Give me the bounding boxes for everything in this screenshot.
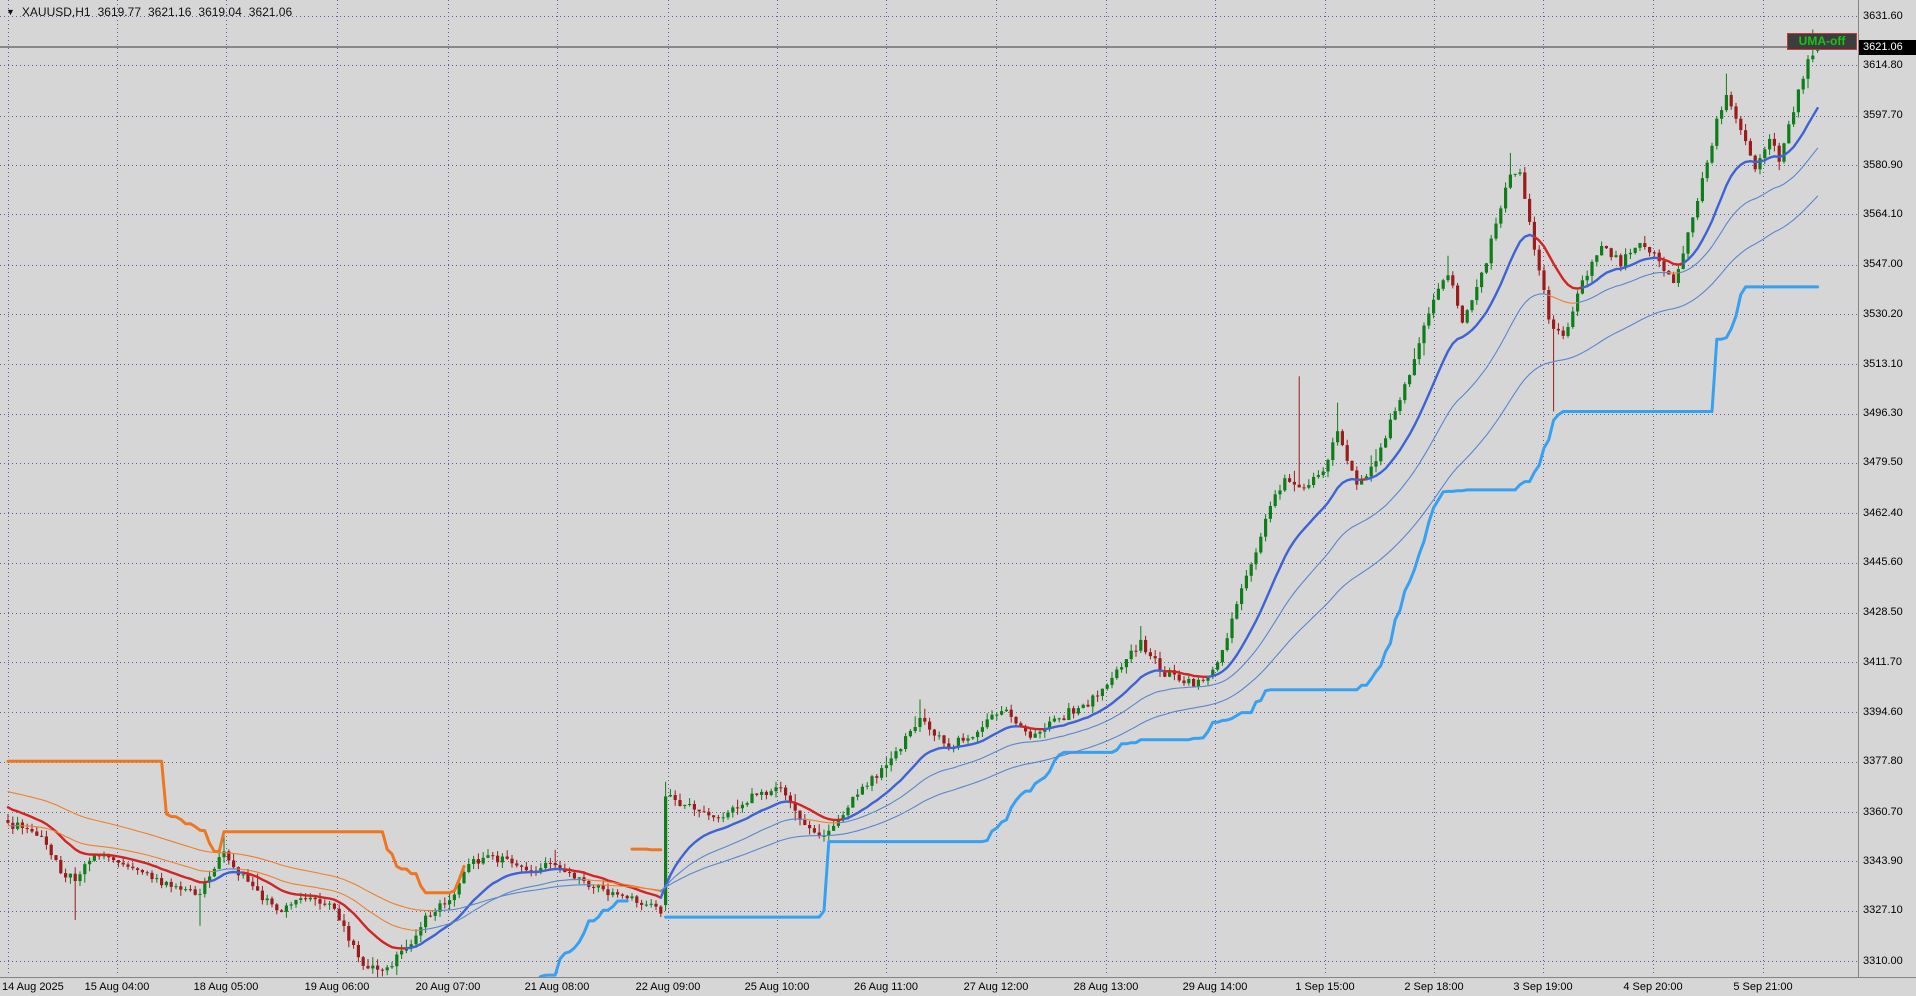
price-tick-label: 3597.70: [1863, 109, 1903, 122]
time-tick-label: 20 Aug 07:00: [415, 981, 481, 993]
price-tick-label: 3377.80: [1863, 755, 1903, 768]
time-tick-label: 1 Sep 15:00: [1295, 981, 1355, 993]
channel-band-layer: [6, 285, 1820, 977]
price-axis[interactable]: 3621.06 3631.60 3614.80 3597.70 3580.90 3564…: [1858, 0, 1916, 977]
symbol-label: XAUUSD,H1: [21, 5, 91, 19]
time-tick-label: 22 Aug 09:00: [635, 981, 701, 993]
time-tick-label: 3 Sep 19:00: [1513, 981, 1573, 993]
price-tick-label: 3513.10: [1863, 357, 1903, 370]
time-tick-label: 19 Aug 06:00: [304, 981, 370, 993]
price-tick-label: 3496.30: [1863, 407, 1903, 420]
price-tick-label: 3411.70: [1863, 655, 1902, 668]
time-tick-label: 2 Sep 18:00: [1404, 981, 1464, 993]
low-value: 3619.04: [198, 5, 242, 19]
open-value: 3619.77: [97, 5, 141, 19]
close-value: 3621.06: [248, 5, 293, 19]
high-value: 3621.16: [148, 5, 192, 19]
time-tick-label: 4 Sep 20:00: [1623, 981, 1683, 993]
moving-average-layer: [6, 106, 1819, 950]
price-tick-label: 3310.00: [1863, 954, 1903, 967]
price-tick-label: 3614.80: [1863, 58, 1903, 71]
ohlc-header: ▼ XAUUSD,H1 3619.77 3621.16 3619.04 3621…: [6, 5, 292, 19]
price-tick-label: 3479.50: [1863, 456, 1903, 469]
price-tick-label: 3360.70: [1863, 805, 1903, 818]
price-tick-label: 3428.50: [1863, 606, 1903, 619]
current-price-tag: 3621.06: [1859, 39, 1916, 55]
time-tick-label: 26 Aug 11:00: [853, 981, 919, 993]
price-tick-label: 3394.60: [1863, 705, 1903, 718]
time-tick-label: 18 Aug 05:00: [193, 981, 259, 993]
time-tick-label: 14 Aug 2025: [2, 981, 64, 993]
price-tick-label: 3343.90: [1863, 854, 1903, 867]
time-tick-label: 5 Sep 21:00: [1733, 981, 1793, 993]
time-tick-label: 29 Aug 14:00: [1182, 981, 1248, 993]
chart-canvas[interactable]: [0, 0, 1858, 977]
candles-layer: [6, 29, 1820, 977]
price-tick-label: 3462.40: [1863, 506, 1903, 519]
time-tick-label: 21 Aug 08:00: [524, 981, 590, 993]
time-axis[interactable]: 14 Aug 2025 15 Aug 04:00 18 Aug 05:00 19 Au…: [0, 977, 1916, 996]
grid-layer: [0, 0, 1857, 976]
price-tick-label: 3547.00: [1863, 258, 1903, 271]
symbol-dropdown-arrow-icon: ▼: [6, 7, 15, 17]
time-tick-label: 28 Aug 13:00: [1073, 981, 1139, 993]
uma-toggle-button[interactable]: UMA-off: [1787, 33, 1857, 50]
time-tick-label: 27 Aug 12:00: [963, 981, 1029, 993]
time-tick-label: 25 Aug 10:00: [744, 981, 810, 993]
price-tick-label: 3564.10: [1863, 207, 1903, 220]
price-tick-label: 3530.20: [1863, 307, 1903, 320]
time-tick-label: 15 Aug 04:00: [84, 981, 150, 993]
price-tick-label: 3631.60: [1863, 9, 1903, 22]
price-tick-label: 3580.90: [1863, 158, 1903, 171]
price-tick-label: 3445.60: [1863, 556, 1903, 568]
price-tick-label: 3327.10: [1863, 904, 1903, 917]
